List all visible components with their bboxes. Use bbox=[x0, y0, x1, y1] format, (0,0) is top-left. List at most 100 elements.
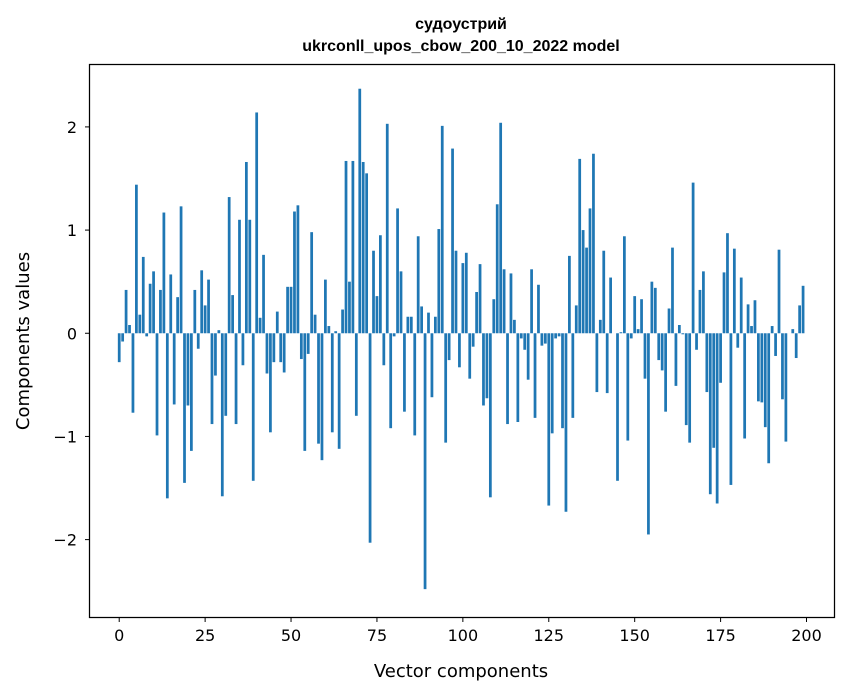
bar bbox=[379, 235, 382, 334]
bar bbox=[337, 333, 341, 449]
bar bbox=[344, 160, 348, 334]
bar bbox=[148, 283, 152, 334]
bar bbox=[702, 271, 705, 334]
bar bbox=[334, 331, 338, 334]
bar bbox=[351, 160, 355, 334]
bar bbox=[217, 330, 221, 334]
bar bbox=[523, 333, 527, 350]
bar bbox=[739, 277, 743, 334]
bar bbox=[647, 333, 650, 535]
bar bbox=[117, 333, 121, 363]
x-tick-label: 75 bbox=[367, 626, 387, 645]
bar bbox=[275, 311, 279, 334]
bar bbox=[550, 333, 554, 434]
bar bbox=[708, 333, 712, 495]
bar bbox=[234, 333, 238, 425]
bar bbox=[324, 279, 327, 334]
bar bbox=[296, 205, 300, 334]
bar bbox=[255, 112, 259, 334]
bar bbox=[526, 333, 530, 380]
bar bbox=[382, 333, 386, 366]
bar bbox=[279, 333, 283, 363]
bar bbox=[135, 184, 138, 334]
bar bbox=[447, 333, 451, 361]
bar bbox=[633, 296, 637, 334]
bar bbox=[712, 333, 716, 448]
bar bbox=[722, 272, 726, 334]
bar bbox=[200, 270, 204, 334]
bar bbox=[643, 333, 647, 379]
bar bbox=[619, 332, 623, 334]
bar bbox=[488, 333, 492, 498]
bar bbox=[743, 333, 747, 439]
bar bbox=[684, 333, 688, 426]
bar bbox=[509, 273, 513, 334]
bar bbox=[506, 333, 509, 425]
plot-frame bbox=[88, 63, 836, 619]
bar bbox=[121, 333, 125, 342]
bar bbox=[602, 250, 606, 334]
bar bbox=[595, 333, 599, 393]
bar bbox=[282, 333, 286, 373]
bar bbox=[227, 197, 231, 334]
bar bbox=[440, 125, 444, 334]
bar bbox=[193, 289, 197, 334]
bar bbox=[310, 232, 314, 334]
bar bbox=[437, 229, 441, 334]
bar bbox=[423, 333, 427, 590]
bar bbox=[196, 333, 200, 349]
chart-subtitle: ukrconll_upos_cbow_200_10_2022 model bbox=[302, 38, 619, 55]
bar bbox=[313, 314, 317, 334]
bar bbox=[763, 333, 767, 428]
bar bbox=[365, 173, 369, 334]
bar bbox=[299, 333, 303, 360]
bar bbox=[293, 211, 296, 334]
bar bbox=[251, 333, 255, 481]
bar bbox=[461, 263, 465, 334]
bar bbox=[162, 212, 166, 334]
bar bbox=[715, 333, 719, 504]
x-tick-label: 125 bbox=[533, 626, 564, 645]
bar bbox=[403, 333, 406, 412]
bar bbox=[757, 333, 760, 402]
bar bbox=[413, 333, 417, 436]
bar bbox=[698, 289, 702, 334]
bar bbox=[746, 304, 750, 334]
bar bbox=[165, 333, 169, 499]
bar bbox=[468, 333, 472, 379]
y-tick-label: 0 bbox=[67, 324, 77, 343]
bar bbox=[537, 284, 540, 334]
x-tick-label: 25 bbox=[195, 626, 215, 645]
bar bbox=[564, 333, 568, 512]
bar bbox=[657, 333, 661, 361]
bar bbox=[286, 286, 289, 334]
bar bbox=[770, 326, 774, 334]
bar bbox=[138, 314, 142, 334]
bar bbox=[368, 333, 372, 543]
bar bbox=[543, 333, 547, 344]
x-axis-ticks: 0 25 50 75 100 125 150 175 200 bbox=[114, 617, 822, 645]
bar bbox=[478, 264, 482, 334]
x-tick-label: 150 bbox=[619, 626, 650, 645]
bar bbox=[272, 333, 276, 363]
bar bbox=[585, 247, 588, 334]
bar bbox=[207, 279, 210, 334]
bar bbox=[210, 333, 214, 425]
bar bbox=[348, 281, 351, 334]
bar bbox=[726, 233, 729, 334]
bar bbox=[152, 271, 155, 334]
bar bbox=[248, 219, 252, 334]
bar bbox=[241, 333, 245, 366]
bar bbox=[781, 333, 784, 400]
bar bbox=[420, 306, 423, 334]
bar bbox=[190, 333, 193, 451]
bar bbox=[427, 312, 430, 334]
x-tick-label: 175 bbox=[705, 626, 736, 645]
bar bbox=[389, 333, 393, 429]
bar bbox=[729, 333, 733, 485]
x-tick-label: 50 bbox=[281, 626, 301, 645]
bar bbox=[203, 305, 207, 334]
bar bbox=[691, 182, 695, 334]
y-tick-label: 2 bbox=[67, 118, 77, 137]
